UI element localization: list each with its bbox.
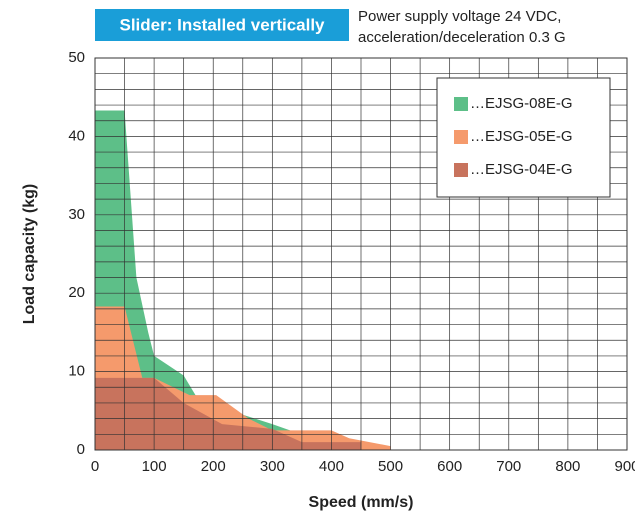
legend-swatch <box>454 97 468 111</box>
subtitle: Power supply voltage 24 VDC, <box>358 8 561 25</box>
y-tick-label: 10 <box>68 363 85 380</box>
y-axis-label: Load capacity (kg) <box>21 184 38 324</box>
legend-label: …EJSG-04E-G <box>470 161 573 178</box>
y-tick-label: 50 <box>68 49 85 66</box>
x-tick-label: 400 <box>319 458 344 475</box>
x-axis-label: Speed (mm/s) <box>309 494 414 511</box>
x-tick-label: 200 <box>201 458 226 475</box>
plot-border <box>94 57 628 451</box>
legend-label: …EJSG-08E-G <box>470 95 573 112</box>
x-tick-label: 700 <box>496 458 521 475</box>
y-tick-label: 30 <box>68 206 85 223</box>
area <box>95 377 361 450</box>
chart-title: Slider: Installed vertically <box>119 15 325 34</box>
subtitle: acceleration/deceleration 0.3 G <box>358 29 566 46</box>
x-tick-label: 300 <box>260 458 285 475</box>
x-tick-label: 600 <box>437 458 462 475</box>
x-tick-label: 100 <box>142 458 167 475</box>
x-tick-label: 500 <box>378 458 403 475</box>
y-tick-label: 0 <box>77 441 85 458</box>
legend-label: …EJSG-05E-G <box>470 128 573 145</box>
legend-swatch <box>454 163 468 177</box>
title-box <box>95 9 349 41</box>
y-tick-label: 20 <box>68 284 85 301</box>
area <box>95 110 302 450</box>
legend-swatch <box>454 130 468 144</box>
y-tick-label: 40 <box>68 127 85 144</box>
x-tick-label: 800 <box>555 458 580 475</box>
x-tick-label: 900 <box>614 458 635 475</box>
x-tick-label: 0 <box>91 458 99 475</box>
